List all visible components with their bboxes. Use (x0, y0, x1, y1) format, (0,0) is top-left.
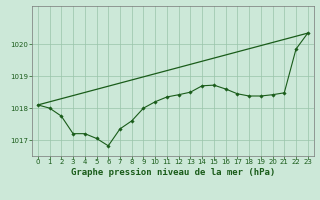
X-axis label: Graphe pression niveau de la mer (hPa): Graphe pression niveau de la mer (hPa) (71, 168, 275, 177)
